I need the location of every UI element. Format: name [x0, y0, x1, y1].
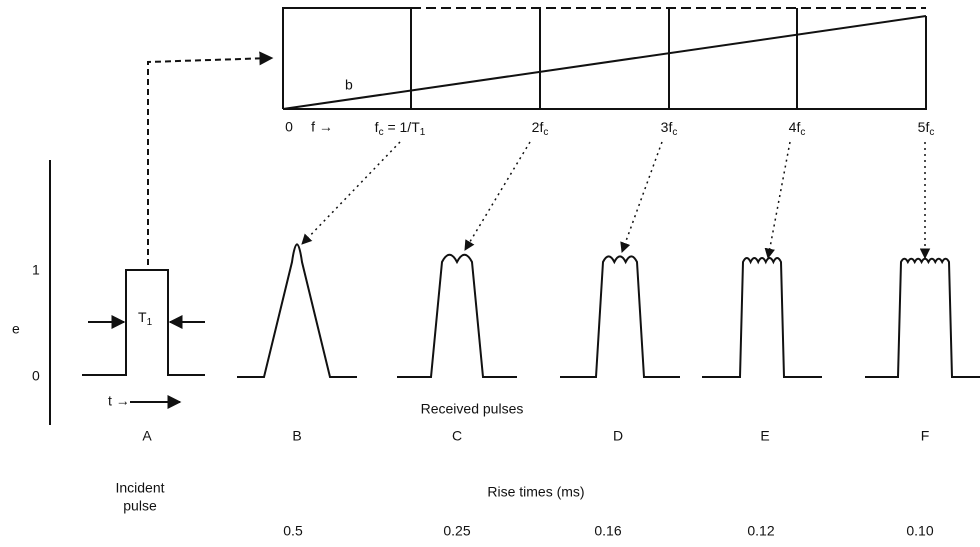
harmonic-label: fc = 1/T1 [375, 119, 426, 138]
received-pulse [702, 257, 822, 378]
dotted-arrow [464, 141, 531, 251]
origin-label: 0 [285, 119, 293, 135]
y-axis-label: e [12, 321, 20, 337]
harmonic-label: 4fc [789, 119, 806, 138]
time-label: t → [108, 393, 130, 409]
level-label: 0 [32, 368, 40, 384]
harmonic-label: 5fc [918, 119, 935, 138]
width-label: T1 [138, 309, 153, 328]
level-label: 1 [32, 262, 40, 278]
rise-time: 0.5 [283, 523, 303, 539]
dotted-arrow [301, 141, 401, 245]
received-label: Received pulses [421, 401, 524, 417]
rise-time: 0.10 [906, 523, 933, 539]
connector [147, 51, 274, 265]
rise-time: 0.25 [443, 523, 470, 539]
rise-times-label: Rise times (ms) [487, 484, 584, 500]
pulse-label: F [921, 428, 930, 444]
pulse-label: C [452, 428, 462, 444]
received-pulse [560, 255, 680, 378]
harmonic-label: 2fc [532, 119, 549, 138]
dotted-arrow [620, 141, 663, 253]
received-pulse [237, 243, 357, 378]
spectrum-box [282, 7, 927, 110]
received-pulse [865, 257, 980, 378]
received-pulses [237, 141, 980, 378]
incident-pulse [49, 160, 205, 425]
received-pulse [397, 253, 517, 378]
incident-label: pulse [123, 498, 157, 514]
pulse-label: E [760, 428, 769, 444]
rise-time: 0.16 [594, 523, 621, 539]
f-axis-label: f → [311, 119, 333, 135]
curve-label: b [345, 77, 353, 93]
harmonic-label: 3fc [661, 119, 678, 138]
pulse-label: A [142, 428, 152, 444]
dotted-arrow [764, 141, 791, 260]
incident-label: Incident [115, 480, 164, 496]
pulse-label: D [613, 428, 623, 444]
pulse-label: B [292, 428, 301, 444]
rise-time: 0.12 [747, 523, 774, 539]
